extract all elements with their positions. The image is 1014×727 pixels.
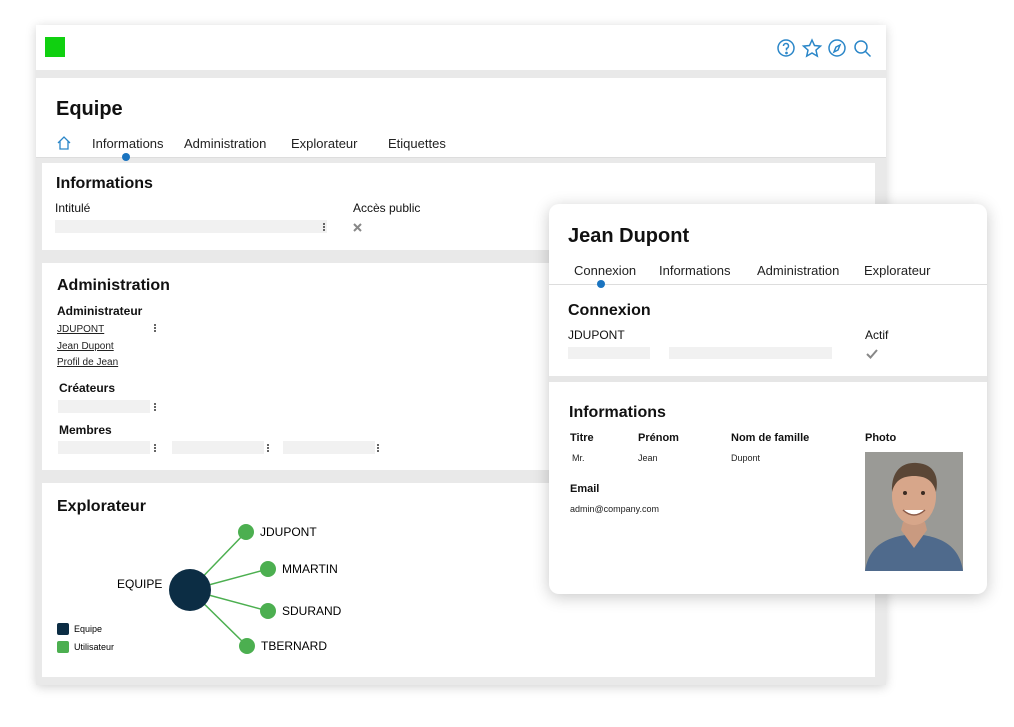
column-header: Nom de famille [731, 432, 810, 444]
menu-icon[interactable] [154, 444, 156, 452]
section-title: Administration [57, 277, 170, 294]
input-field[interactable] [568, 347, 650, 359]
user-node[interactable] [260, 561, 276, 577]
section-title: Informations [56, 175, 153, 192]
page-title: Equipe [56, 98, 123, 120]
help-icon[interactable] [777, 39, 795, 57]
menu-icon[interactable] [154, 324, 156, 332]
input-field[interactable] [58, 441, 150, 454]
field-label: Actif [865, 328, 889, 342]
section-title: Explorateur [57, 498, 146, 515]
toolbar-icons [777, 38, 872, 58]
field-value: admin@company.com [570, 504, 660, 514]
card-title: Jean Dupont [568, 225, 690, 247]
link[interactable]: Jean Dupont [57, 341, 114, 352]
tab[interactable]: Etiquettes [388, 136, 446, 151]
column-header: Titre [570, 432, 594, 444]
tab[interactable]: Explorateur [291, 136, 358, 151]
section-title: Connexion [568, 302, 651, 319]
divider [549, 284, 987, 285]
search-icon[interactable] [854, 40, 872, 58]
field-value: Dupont [731, 453, 761, 463]
legend-swatch [57, 641, 69, 653]
input-field[interactable] [283, 441, 375, 454]
input-field[interactable] [669, 347, 832, 359]
field-label: Créateurs [59, 381, 116, 395]
menu-icon[interactable] [323, 223, 325, 231]
field-label: Intitulé [55, 201, 91, 215]
compass-icon[interactable] [828, 39, 846, 57]
photo [865, 452, 963, 571]
section-title: Informations [569, 404, 666, 421]
field-label: Accès public [353, 201, 421, 215]
field-label: Email [570, 483, 600, 495]
field-label: Administrateur [57, 304, 143, 318]
team-label: EQUIPE [117, 577, 162, 591]
field-label: Membres [59, 423, 112, 437]
menu-icon[interactable] [154, 403, 156, 411]
tab[interactable]: Informations [92, 136, 164, 151]
user-label: TBERNARD [261, 639, 327, 653]
tab[interactable]: Administration [757, 263, 840, 278]
legend-label: Utilisateur [74, 642, 114, 652]
team-node [169, 569, 211, 611]
user-label: MMARTIN [282, 562, 338, 576]
user-label: JDUPONT [260, 525, 317, 539]
tab[interactable]: Connexion [574, 263, 637, 278]
home-icon[interactable] [56, 135, 72, 151]
input-field[interactable] [172, 441, 264, 454]
input-field[interactable] [58, 400, 150, 413]
top-bar [36, 25, 886, 70]
menu-icon[interactable] [377, 444, 379, 452]
link[interactable]: JDUPONT [57, 324, 105, 335]
logo[interactable] [45, 37, 65, 57]
explorer-graph: EQUIPE JDUPONT MMARTIN SDURAND TBERNARD Equip… [57, 524, 342, 654]
field-value: Mr. [572, 453, 585, 463]
column-header: Prénom [638, 432, 679, 444]
user-node[interactable] [238, 524, 254, 540]
legend-label: Equipe [74, 624, 102, 634]
user-label: SDURAND [282, 604, 342, 618]
divider [549, 376, 987, 382]
field-label: JDUPONT [568, 328, 625, 342]
column-header: Photo [865, 432, 897, 444]
user-node[interactable] [260, 603, 276, 619]
field-value: Jean [638, 453, 658, 463]
menu-icon[interactable] [267, 444, 269, 452]
active-tab-dot [597, 280, 605, 288]
check-icon [866, 349, 878, 359]
star-icon[interactable] [801, 38, 823, 58]
cross-icon [353, 223, 362, 232]
legend-swatch [57, 623, 69, 635]
tab[interactable]: Explorateur [864, 263, 931, 278]
link[interactable]: Profil de Jean [57, 357, 119, 368]
input-field[interactable] [55, 220, 327, 233]
active-tab-dot [122, 153, 130, 161]
tab[interactable]: Administration [184, 136, 267, 151]
user-node[interactable] [239, 638, 255, 654]
tab[interactable]: Informations [659, 263, 731, 278]
header [36, 78, 886, 158]
